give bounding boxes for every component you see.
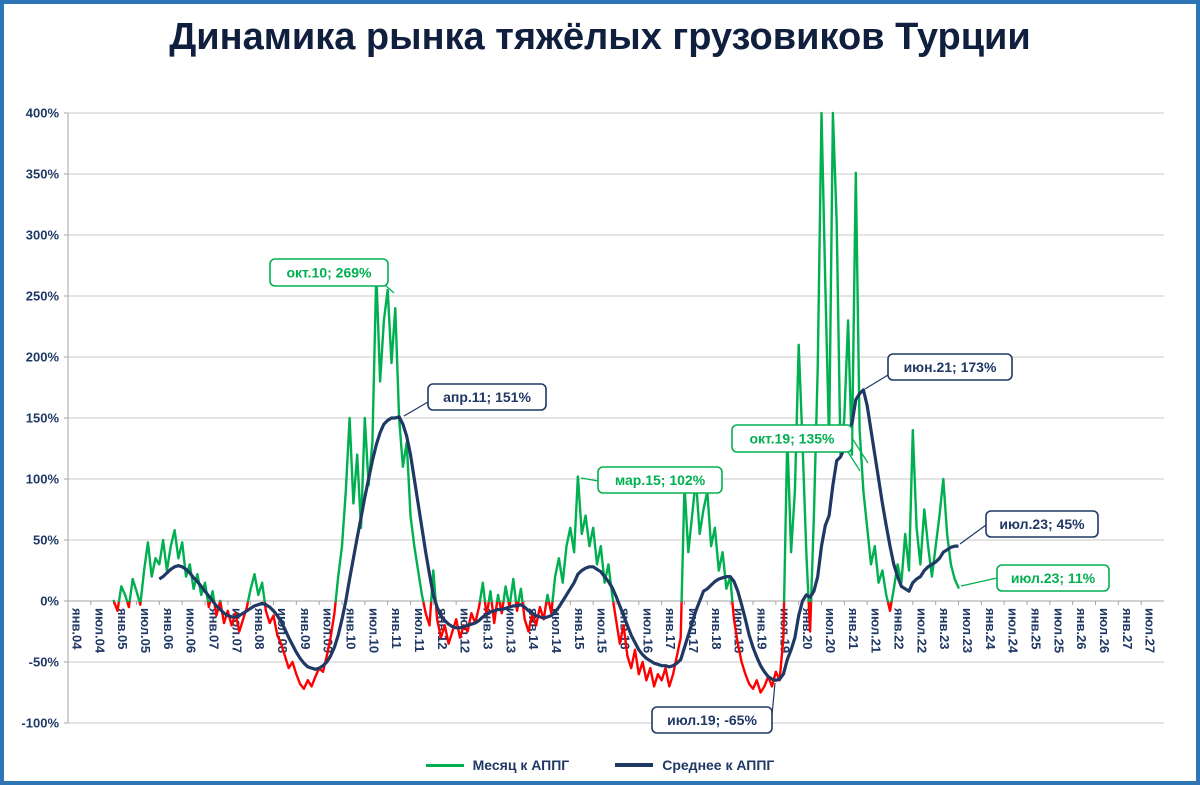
annotation-label: июл.19; -65% (667, 712, 757, 728)
x-tick-label: июл.24 (1006, 608, 1021, 654)
x-axis-labels: янв.04 июл.04 янв.05 июл.05 янв.06 июл.06 янв.… (70, 608, 1158, 654)
y-tick-label: 400% (26, 106, 60, 121)
x-tick-label: янв.22 (892, 608, 907, 650)
x-tick-label: июл.27 (1143, 608, 1158, 653)
series-monthly-positive-line (112, 111, 960, 603)
x-tick-label: янв.23 (937, 608, 952, 650)
y-tick-label: 0% (40, 594, 59, 609)
annotation-label: апр.11; 151% (443, 389, 531, 405)
y-axis-labels: 400% 350% 300% 250% 200% 150% 100% 50% 0% -50% -10… (21, 106, 59, 731)
legend-line-monthly-icon (425, 763, 464, 767)
x-tick-label: июл.13 (503, 608, 518, 653)
annotation-label: мар.15; 102% (615, 472, 706, 488)
chart-canvas: 400% 350% 300% 250% 200% 150% 100% 50% 0% -50% -10… (21, 106, 1164, 734)
x-tick-label: янв.18 (709, 608, 724, 650)
y-tick-label: 350% (26, 167, 60, 182)
x-tick-label: июл.22 (914, 608, 929, 653)
series-monthly-negative-line (112, 599, 893, 694)
annotation-callout: июл.23; 11% (960, 564, 1110, 592)
x-tick-label: июл.14 (549, 608, 564, 654)
x-tick-label: янв.21 (846, 608, 861, 650)
x-tick-label: июл.05 (138, 608, 153, 653)
x-tick-label: июл.20 (823, 608, 838, 653)
x-tick-label: июл.26 (1097, 608, 1112, 653)
x-tick-label: янв.24 (983, 608, 998, 650)
x-tick-label: янв.27 (1120, 608, 1135, 650)
x-tick-label: янв.10 (344, 608, 359, 650)
annotation-callout: мар.15; 102% (580, 466, 723, 494)
x-tick-label: июл.23 (960, 608, 975, 653)
annotation-label: июл.23; 11% (1011, 570, 1096, 586)
x-tick-label: янв.25 (1029, 608, 1044, 650)
x-tick-label: июл.17 (686, 608, 701, 653)
y-tick-label: 150% (26, 411, 60, 426)
annotation-label: окт.19; 135% (749, 431, 835, 447)
annotation-callout: июл.23; 45% (959, 510, 1099, 545)
annotation-callout: апр.11; 151% (403, 383, 547, 417)
annotation-label: окт.10; 269% (286, 265, 372, 281)
x-tick-label: янв.06 (161, 608, 176, 650)
chart-legend: Месяц к АППГ Среднее к АППГ (0, 757, 1200, 773)
legend-item-average: Среднее к АППГ (615, 757, 774, 773)
x-tick-label: июл.06 (184, 608, 199, 653)
y-tick-label: 200% (26, 350, 60, 365)
annotation-callout: июн.21; 173% (864, 353, 1013, 390)
chart-title: Динамика рынка тяжёлых грузовиков Турции (169, 16, 1031, 58)
y-tick-label: 300% (26, 228, 60, 243)
x-tick-label: июл.21 (869, 608, 884, 653)
annotation-callout: окт.10; 269% (269, 258, 395, 294)
x-tick-label: янв.12 (435, 608, 450, 650)
legend-item-monthly: Месяц к АППГ (425, 757, 570, 773)
x-tick-label: июл.25 (1051, 608, 1066, 653)
x-tick-label: июл.11 (412, 608, 427, 652)
x-tick-label: янв.13 (481, 608, 496, 650)
series-average-line (158, 388, 959, 682)
legend-label-monthly: Месяц к АППГ (472, 757, 570, 773)
annotation-callout: окт.19; 135% (731, 424, 869, 472)
x-tick-label: янв.26 (1074, 608, 1089, 650)
x-tick-label: июл.04 (92, 608, 107, 654)
x-tick-label: июл.18 (732, 608, 747, 653)
x-tick-label: янв.11 (389, 608, 404, 649)
x-tick-label: июл.10 (366, 608, 381, 653)
x-tick-label: янв.20 (800, 608, 815, 650)
annotation-callout: июл.19; -65% (651, 682, 776, 734)
legend-line-average-icon (615, 763, 654, 767)
y-tick-label: 100% (26, 472, 60, 487)
x-tick-label: янв.17 (663, 608, 678, 650)
x-tick-label: янв.09 (298, 608, 313, 650)
x-tick-label: июл.15 (595, 608, 610, 653)
x-tick-label: янв.19 (755, 608, 770, 650)
y-tick-label: 250% (26, 289, 60, 304)
y-tick-label: -100% (21, 716, 59, 731)
x-tick-label: янв.07 (207, 608, 222, 650)
legend-label-average: Среднее к АППГ (662, 757, 775, 773)
gridlines (64, 112, 1164, 724)
x-tick-label: янв.08 (252, 608, 267, 650)
x-tick-label: июл.09 (321, 608, 336, 653)
y-tick-label: 50% (33, 533, 59, 548)
x-tick-label: июл.16 (640, 608, 655, 653)
x-tick-label: янв.05 (115, 608, 130, 650)
x-tick-label: июл.19 (777, 608, 792, 653)
y-tick-label: -50% (29, 655, 60, 670)
x-tick-label: янв.04 (70, 608, 85, 650)
annotation-label: июл.23; 45% (999, 516, 1085, 532)
annotation-label: июн.21; 173% (904, 359, 997, 375)
x-tick-label: янв.15 (572, 608, 587, 650)
